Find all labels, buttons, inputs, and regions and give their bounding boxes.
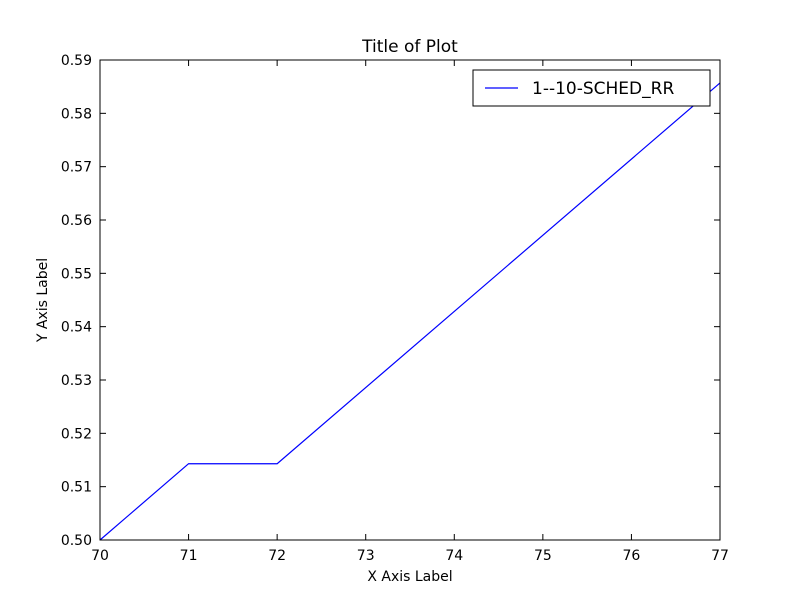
y-axis-ticks: 0.50 0.51 0.52 0.53 0.54 0.55 0.56 0.57 0.58 0.59 — [61, 53, 720, 549]
x-axis-ticks: 70 71 72 73 74 75 76 77 — [91, 60, 729, 564]
y-tick-label: 0.58 — [61, 106, 92, 122]
x-tick-label: 77 — [711, 548, 729, 564]
y-tick-label: 0.52 — [61, 426, 92, 442]
x-tick-label: 75 — [534, 548, 552, 564]
y-tick-label: 0.54 — [61, 320, 92, 336]
y-tick-label: 0.57 — [61, 160, 92, 176]
y-tick-label: 0.55 — [61, 266, 92, 282]
plot-area — [100, 60, 720, 540]
y-tick-label: 0.56 — [61, 213, 92, 229]
x-tick-label: 72 — [268, 548, 286, 564]
y-tick-label: 0.51 — [61, 480, 92, 496]
series-line-0 — [99, 82, 721, 541]
x-tick-label: 76 — [623, 548, 641, 564]
x-tick-label: 73 — [357, 548, 375, 564]
plot-frame — [99, 59, 721, 541]
x-tick-label: 74 — [445, 548, 463, 564]
y-tick-label: 0.50 — [61, 533, 92, 549]
x-tick-label: 70 — [91, 548, 109, 564]
legend: 1--10-SCHED_RR — [472, 69, 711, 107]
series-layer — [99, 82, 721, 541]
y-axis-label: Y Axis Label — [35, 258, 51, 343]
legend-entry-label: 1--10-SCHED_RR — [532, 79, 674, 99]
chart-title: Title of Plot — [361, 37, 458, 57]
x-tick-label: 71 — [180, 548, 198, 564]
x-axis-label: X Axis Label — [367, 569, 452, 585]
y-tick-label: 0.59 — [61, 53, 92, 69]
y-tick-label: 0.53 — [61, 373, 92, 389]
